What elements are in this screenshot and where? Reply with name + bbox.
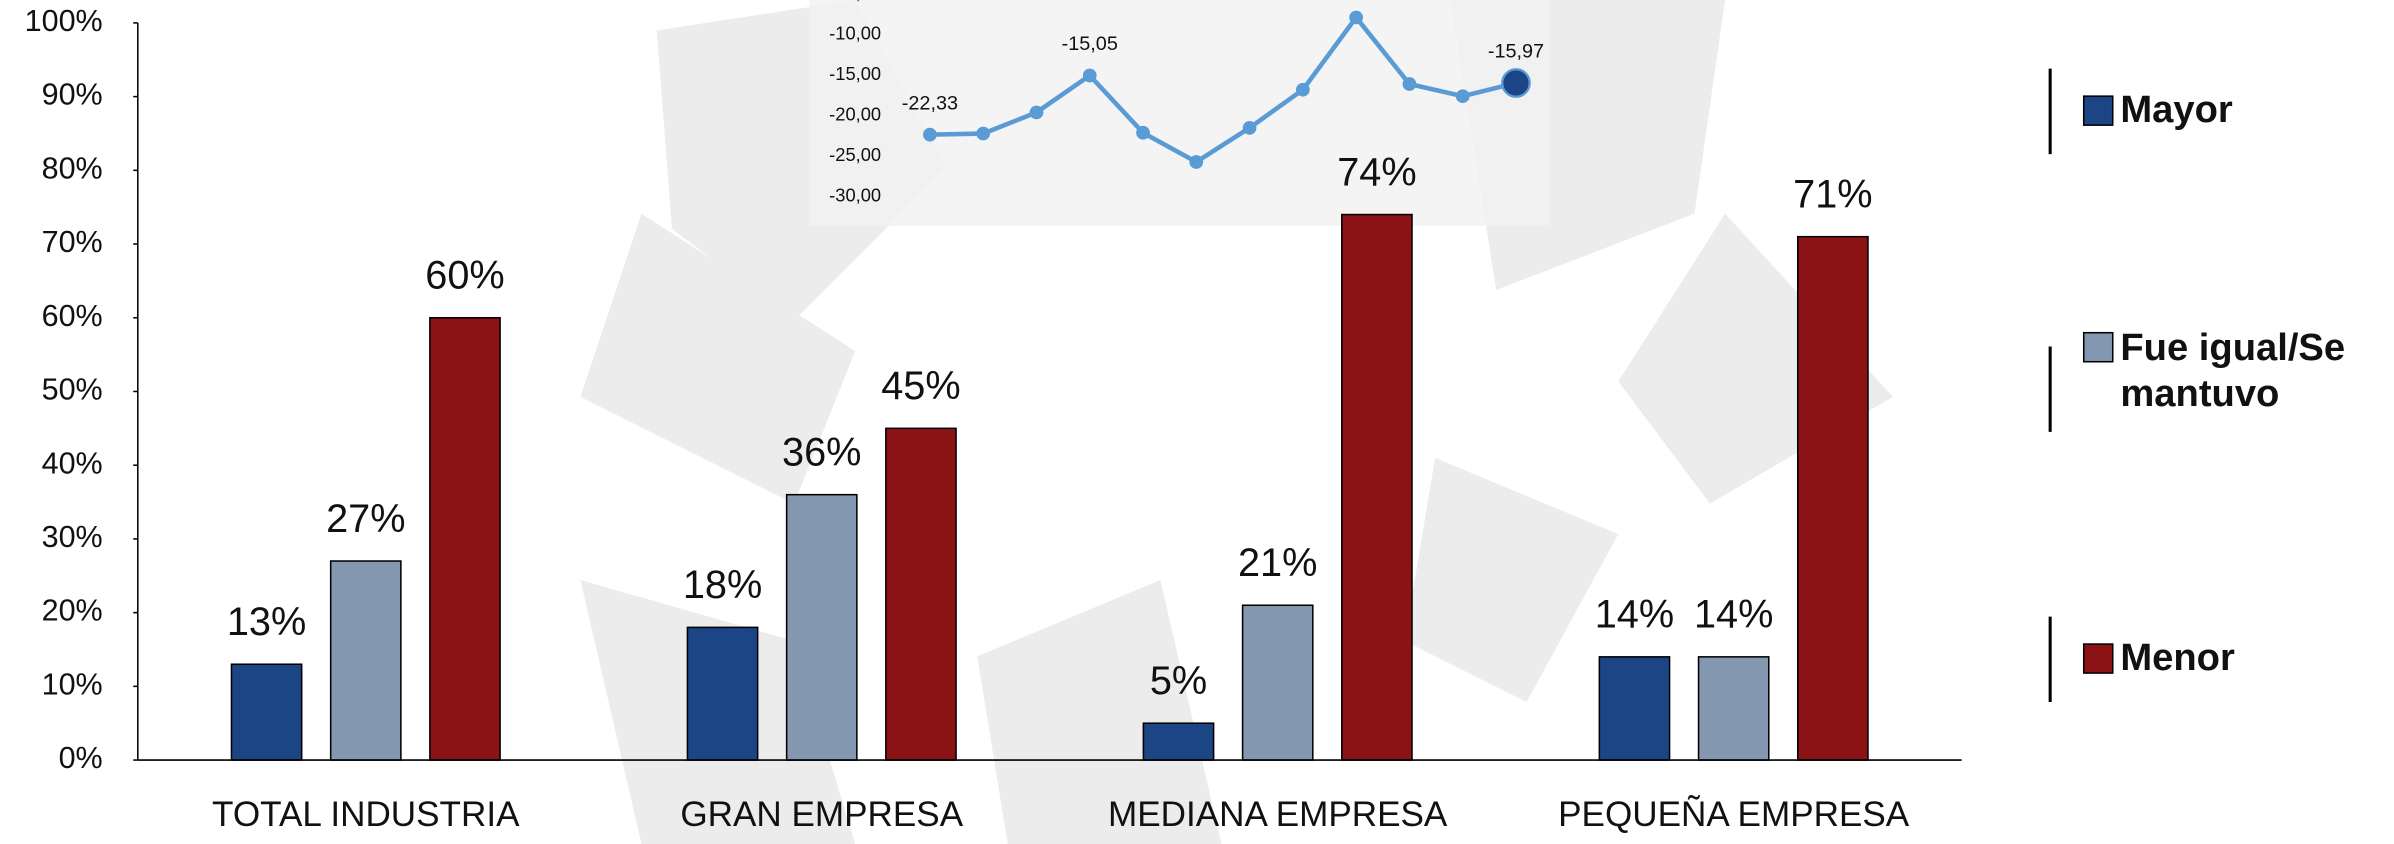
- inset-y-tick-label: -15,00: [829, 63, 881, 84]
- y-tick-label: 10%: [42, 667, 103, 701]
- data-label: 14%: [1694, 593, 1773, 637]
- inset-y-tick-label: -10,00: [829, 22, 881, 43]
- line-point: [1455, 89, 1470, 104]
- legend-entry: Mayor: [2120, 88, 2233, 132]
- line-point: [1349, 10, 1364, 25]
- line-point: [1501, 68, 1531, 98]
- x-tick-label: TOTAL INDUSTRIA: [212, 795, 520, 834]
- y-tick-label: 20%: [42, 594, 103, 628]
- x-tick-label: MEDIANA EMPRESA: [1108, 795, 1448, 834]
- data-label: 14%: [1595, 593, 1674, 637]
- inset-y-tick-label: -5,00: [839, 0, 881, 3]
- line-point: [1082, 68, 1097, 83]
- legend-entry: Menor: [2120, 636, 2235, 680]
- y-tick-label: 50%: [42, 373, 103, 407]
- data-label: 13%: [227, 600, 306, 644]
- legend-label: Menor: [2120, 636, 2235, 680]
- y-tick-label: 60%: [42, 299, 103, 333]
- y-tick-label: 30%: [42, 520, 103, 554]
- bar: [429, 316, 501, 761]
- data-label: 74%: [1337, 150, 1416, 194]
- inset-y-tick-label: -20,00: [829, 104, 881, 125]
- data-label: 27%: [326, 497, 405, 541]
- inset-y-tick-label: -30,00: [829, 185, 881, 206]
- inset-background: [809, 0, 1550, 226]
- data-label: 21%: [1238, 541, 1317, 585]
- line-series: [929, 13, 1517, 165]
- bar: [1142, 722, 1215, 761]
- line-data-label: -22,33: [902, 92, 958, 114]
- bar: [1341, 213, 1413, 761]
- bar: [329, 560, 402, 761]
- data-label: 36%: [782, 430, 861, 474]
- line-point: [1136, 125, 1150, 140]
- y-tick-label: 100%: [25, 4, 103, 38]
- legend-label: Fue igual/Se mantuvo: [2120, 326, 2346, 416]
- legend-swatch: [2082, 643, 2114, 674]
- line-point: [1189, 155, 1204, 169]
- legend-label: Mayor: [2120, 88, 2233, 132]
- data-label: 5%: [1150, 659, 1207, 703]
- data-label: 18%: [683, 563, 762, 607]
- legend-swatch: [2082, 95, 2114, 126]
- line-point: [923, 127, 937, 142]
- line-data-label: -15,05: [1062, 33, 1118, 55]
- x-tick-label: GRAN EMPRESA: [680, 795, 963, 834]
- bar: [1796, 235, 1869, 761]
- legend-entry: Fue igual/Se mantuvo: [2120, 326, 2346, 416]
- y-tick-label: 90%: [42, 78, 103, 112]
- line-point: [1242, 120, 1257, 135]
- bar: [785, 493, 858, 761]
- inset-y-tick-label: -25,00: [829, 144, 881, 165]
- line-point: [1295, 82, 1310, 97]
- data-label: 60%: [425, 254, 504, 298]
- data-label: 71%: [1793, 172, 1872, 216]
- bar: [1697, 656, 1770, 761]
- legend-swatch: [2082, 331, 2114, 363]
- y-tick-label: 0%: [59, 741, 103, 775]
- bar: [1598, 656, 1671, 761]
- line-data-label: -15,97: [1488, 41, 1544, 63]
- bar: [230, 663, 303, 761]
- bar: [686, 626, 759, 761]
- line-point: [976, 126, 991, 141]
- bar: [885, 427, 957, 761]
- x-tick-label: PEQUEÑA EMPRESA: [1558, 795, 1910, 834]
- y-tick-label: 70%: [42, 225, 103, 259]
- line-point: [1402, 77, 1417, 91]
- line-point: [1029, 105, 1044, 120]
- bar: [1241, 604, 1314, 761]
- y-tick-label: 40%: [42, 446, 103, 480]
- data-label: 45%: [881, 364, 960, 408]
- y-tick-label: 80%: [42, 151, 103, 185]
